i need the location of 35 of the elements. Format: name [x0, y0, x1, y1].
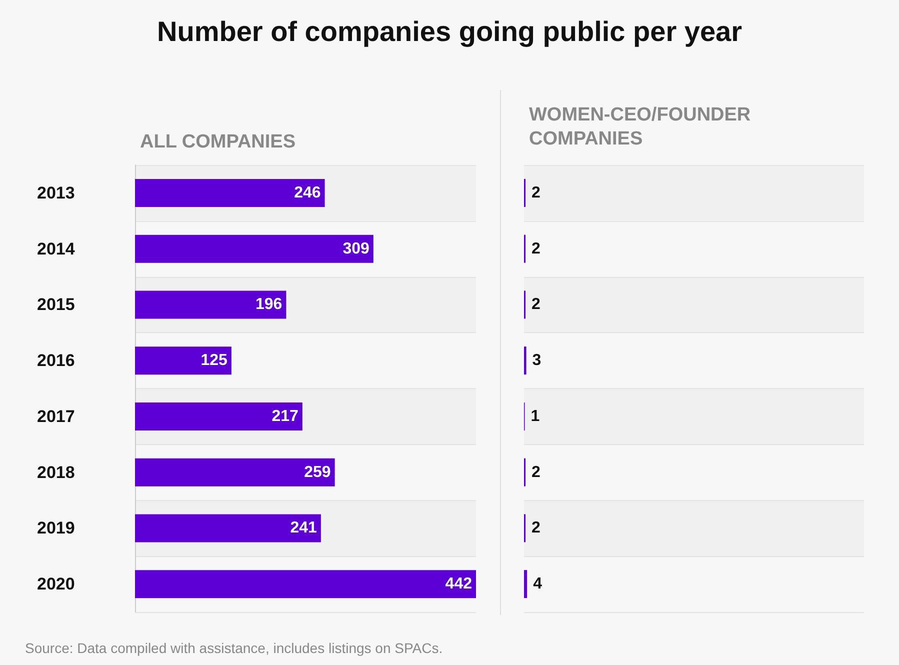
data-label: 2 [532, 520, 541, 537]
y-tick-label: 2018 [37, 462, 75, 482]
bar [135, 458, 335, 486]
data-label: 217 [272, 408, 299, 425]
text: WOMEN-CEO/FOUNDER COMPANIES [529, 104, 756, 150]
data-label: 3 [532, 352, 542, 370]
bar [135, 290, 286, 319]
y-tick-label: 2020 [37, 574, 75, 594]
y-tick-label: 2019 [37, 518, 75, 538]
data-label: 442 [445, 576, 472, 593]
data-label: 246 [294, 184, 321, 202]
data-label: 4 [533, 576, 542, 593]
source-note: Source: Data compiled with assistance, includes listings on SPACs. [25, 640, 443, 656]
y-tick-label: 2017 [37, 406, 75, 426]
data-label: 2 [532, 184, 541, 202]
bar [135, 346, 232, 375]
y-tick-label: 2016 [37, 351, 75, 370]
bar [135, 514, 321, 542]
data-label: 1 [530, 408, 540, 425]
bar [135, 234, 374, 263]
data-label: 241 [290, 520, 318, 537]
data-label: 2 [532, 464, 541, 481]
data-label: 309 [342, 240, 370, 258]
bar [135, 178, 325, 207]
data-label: 2 [532, 296, 541, 314]
bar [135, 402, 302, 430]
data-label: 125 [200, 352, 228, 370]
chart-subtitle: ALL COMPANIES [140, 132, 296, 152]
y-tick-label: 2015 [37, 295, 75, 314]
chart-title: Number of companies going public per year [156, 16, 743, 48]
data-label: 259 [304, 464, 331, 481]
y-tick-label: 2014 [37, 239, 76, 258]
y-tick-label: 2013 [37, 183, 75, 202]
data-label: 2 [532, 240, 541, 258]
data-label: 196 [256, 296, 282, 314]
